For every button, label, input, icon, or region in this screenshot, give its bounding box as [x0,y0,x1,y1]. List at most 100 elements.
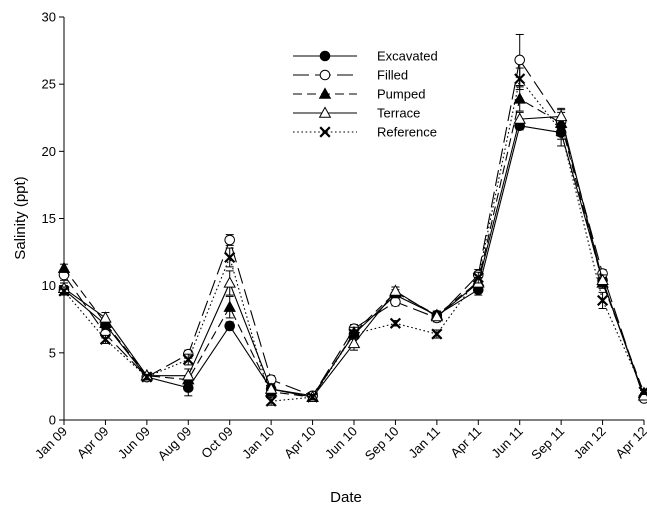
point-reference [596,294,609,307]
marker-stroke [224,251,236,264]
point-reference [514,73,526,85]
point-terrace [182,369,195,381]
point-terrace [223,276,236,288]
y-tick-label: 10 [42,278,56,293]
y-tick-label: 5 [49,345,56,360]
x-tick-label: Apr 09 [74,424,112,462]
legend-marker [319,126,331,138]
point-filled [390,296,401,308]
marker-stroke [638,387,647,398]
series-line-filled [63,58,645,399]
point-filled [224,234,236,246]
series-excavated [58,118,647,403]
legend-marker [318,106,332,118]
marker-stroke [99,333,112,345]
x-tick-label: Aug 09 [155,424,195,464]
x-tick-label: Jan 09 [32,424,70,462]
x-tick-label: Sep 11 [528,424,567,463]
y-tick-label: 20 [42,144,56,159]
legend-item-filled: Filled [293,68,408,83]
point-pumped [223,300,236,312]
point-terrace [430,309,444,322]
marker-stroke [555,125,567,137]
legend-label: Terrace [377,106,420,121]
marker-stroke [389,317,402,329]
legend-item-excavated: Excavated [293,49,438,64]
marker-stroke [319,126,331,138]
point-reference [99,333,112,345]
marker-stroke [306,391,319,403]
y-tick-label: 30 [42,10,56,25]
series-line-terrace [63,115,645,398]
x-tick-label: Jun 11 [488,424,526,462]
point-reference [182,353,194,366]
y-tick-label: 25 [42,77,56,92]
x-axis-title: Date [330,489,362,506]
legend-label: Reference [377,125,437,140]
x-tick-label: Jan 12 [570,424,608,462]
legend: Excavated Filled Pumped Terrace Reference [293,49,438,140]
marker-stroke [58,285,70,297]
point-pumped [513,92,526,104]
x-tick-label: Jan 10 [239,424,277,462]
point-terrace [99,311,112,323]
point-excavated [182,382,194,394]
series-line-pumped [63,98,645,398]
point-terrace [389,284,402,296]
point-reference [306,391,319,403]
x-tick-label: Apr 10 [281,424,319,462]
series-reference [58,67,647,407]
point-reference [348,328,360,340]
marker-stroke [265,395,277,407]
marker-stroke [141,371,153,383]
x-tick-label: Jun 09 [115,424,153,462]
x-tick-label: Apr 12 [612,424,647,462]
point-terrace [554,109,568,122]
plot-axes: 0 5 10 15 20 25 30 Jan 09 Apr 09 Jun 09 Aug 09 Oct … [32,10,647,464]
marker-stroke [348,328,360,340]
x-tick-label: Apr 11 [447,424,484,461]
point-filled [514,54,526,66]
x-tick-label: Jan 11 [405,424,443,462]
y-axis-title: Salinity (ppt) [12,176,29,259]
legend-marker [319,50,331,62]
x-tick-label: Oct 09 [198,424,236,462]
legend-item-reference: Reference [293,125,437,140]
legend-label: Pumped [377,87,425,102]
point-reference [265,395,277,407]
point-pumped [57,261,71,273]
marker-stroke [431,328,443,340]
point-terrace [596,273,609,285]
point-reference [141,371,153,383]
point-reference [389,317,402,329]
legend-item-pumped: Pumped [293,87,425,102]
series-layer [57,33,647,407]
point-terrace [347,336,361,349]
marker-stroke [472,272,484,284]
y-tick-label: 15 [42,211,56,226]
legend-marker [319,69,331,81]
point-reference [472,272,484,284]
point-reference [224,251,236,264]
point-reference [58,285,70,297]
legend-marker [318,87,332,99]
point-reference [555,125,567,137]
point-reference [431,328,443,340]
point-terrace [264,382,278,394]
series-line-reference [63,77,645,402]
series-line-excavated [63,125,645,398]
series-terrace [57,109,647,402]
point-excavated [224,320,236,332]
x-tick-label: Jun 10 [322,424,360,462]
legend-label: Excavated [377,49,438,64]
marker-stroke [596,294,609,307]
marker-stroke [182,353,194,366]
legend-item-terrace: Terrace [293,106,420,121]
point-reference [638,386,647,398]
x-tick-label: Sep 10 [362,424,402,464]
legend-label: Filled [377,68,408,83]
marker-stroke [514,73,526,85]
y-tick-label: 0 [49,413,56,428]
point-terrace [513,112,526,124]
